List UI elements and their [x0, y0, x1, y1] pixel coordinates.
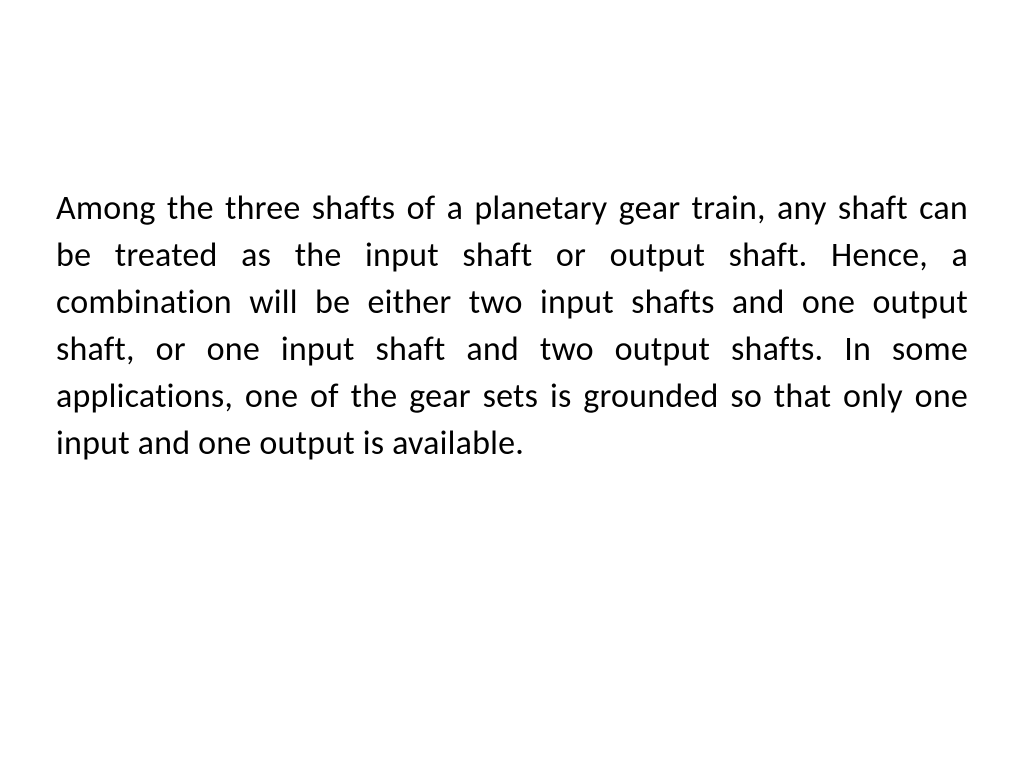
slide-body: Among the three shafts of a planetary ge… [56, 186, 968, 467]
body-paragraph: Among the three shafts of a planetary ge… [56, 186, 968, 467]
